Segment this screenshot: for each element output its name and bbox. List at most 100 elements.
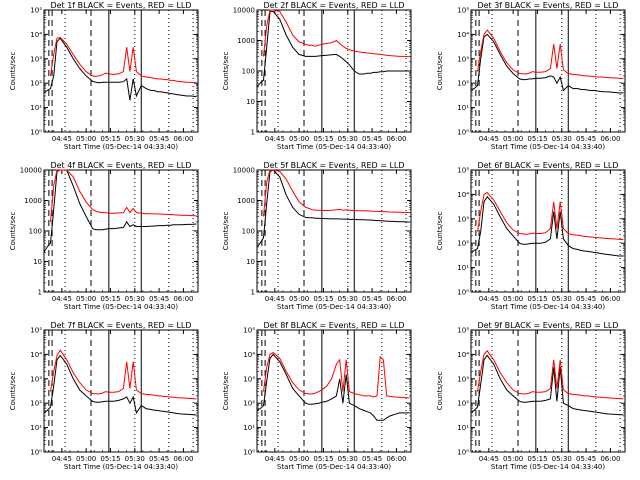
lld-line: [50, 169, 197, 222]
x-tick-label: 05:45: [149, 135, 169, 143]
x-tick-label: 05:45: [149, 295, 169, 303]
events-line: [470, 354, 624, 416]
y-tick-label: 10⁵: [457, 7, 469, 15]
det-panel-7: Det 7f BLACK = Events, RED = LLD 10⁰ 10¹ 10…: [9, 321, 199, 471]
y-tick-label: 10000: [233, 167, 255, 175]
y-tick-label: 10³: [243, 375, 255, 383]
x-tick-label: 05:30: [338, 295, 358, 303]
x-tick-label: 05:00: [289, 455, 309, 463]
x-tick-label: 04:45: [265, 135, 285, 143]
x-tick-label: 06:00: [600, 295, 620, 303]
x-tick-label: 06:00: [386, 135, 406, 143]
x-tick-label: 04:45: [52, 295, 72, 303]
x-tick-label: 05:00: [289, 135, 309, 143]
x-tick-label: 05:00: [503, 135, 523, 143]
y-tick-label: 10: [246, 258, 255, 266]
det-panel-4: Det 4f BLACK = Events, RED = LLD 1 10 100 10…: [9, 161, 199, 311]
x-tick-label: 05:00: [76, 295, 96, 303]
y-tick-label: 10⁵: [30, 327, 42, 335]
det-panel-9: Det 9f BLACK = Events, RED = LLD 10⁰ 10¹ 10…: [436, 321, 626, 471]
events-line: [256, 169, 410, 248]
y-tick-label: 10⁴: [243, 351, 255, 359]
y-tick-label: 10⁰: [243, 449, 255, 457]
x-tick-label: 04:45: [52, 135, 72, 143]
y-tick-label: 10000: [233, 7, 255, 15]
events-line: [470, 33, 624, 94]
x-tick-label: 05:30: [338, 455, 358, 463]
panel-title: Det 5f BLACK = Events, RED = LLD: [263, 161, 404, 170]
plot-frame: [256, 169, 412, 293]
det-panel-8: Det 8f BLACK = Events, RED = LLD 10⁰ 10¹ 10…: [222, 321, 412, 471]
det-panel-1: Det 1f BLACK = Events, RED = LLD 10⁰ 10¹ 10…: [9, 1, 199, 151]
y-tick-label: 10³: [457, 215, 469, 223]
y-tick-label: 10000: [20, 167, 42, 175]
plot-frame: [256, 329, 412, 453]
plot-frame: [470, 329, 626, 453]
y-tick-label: 10³: [457, 55, 469, 63]
x-axis-label: Start Time (05-Dec-14 04:33:40): [491, 303, 605, 311]
x-tick-label: 05:00: [503, 455, 523, 463]
panel-title: Det 9f BLACK = Events, RED = LLD: [477, 321, 618, 330]
y-tick-label: 1000: [237, 197, 255, 205]
panel-title: Det 6f BLACK = Events, RED = LLD: [477, 161, 618, 170]
y-tick-label: 10³: [457, 375, 469, 383]
y-tick-label: 10²: [30, 400, 42, 408]
x-tick-label: 05:30: [338, 135, 358, 143]
x-tick-label: 05:15: [527, 135, 547, 143]
y-tick-label: 10⁴: [457, 191, 469, 199]
lld-line: [50, 349, 197, 400]
x-tick-label: 05:15: [313, 135, 333, 143]
x-tick-label: 05:00: [76, 135, 96, 143]
x-tick-label: 05:00: [76, 455, 96, 463]
y-axis-label: Counts/sec: [9, 52, 17, 91]
lld-line: [477, 29, 624, 80]
x-tick-label: 04:45: [265, 455, 285, 463]
x-axis-label: Start Time (05-Dec-14 04:33:40): [277, 463, 391, 471]
lld-line: [477, 191, 624, 241]
y-tick-label: 10⁵: [243, 327, 255, 335]
x-tick-label: 04:45: [479, 455, 499, 463]
y-axis-label: Counts/sec: [436, 372, 444, 411]
y-tick-label: 10²: [457, 240, 469, 248]
y-tick-label: 10: [33, 258, 42, 266]
lld-line: [50, 36, 197, 84]
y-tick-label: 10⁵: [30, 7, 42, 15]
det-panel-6: Det 6f BLACK = Events, RED = LLD 10⁰ 10¹ 10…: [436, 161, 626, 311]
y-axis-label: Counts/sec: [9, 212, 17, 251]
det-panel-3: Det 3f BLACK = Events, RED = LLD 10⁰ 10¹ 10…: [436, 1, 626, 151]
x-tick-label: 05:15: [100, 135, 120, 143]
det-panel-5: Det 5f BLACK = Events, RED = LLD 1 10 100 10…: [222, 161, 412, 311]
y-axis-label: Counts/sec: [9, 372, 17, 411]
y-tick-label: 10⁴: [457, 31, 469, 39]
x-tick-label: 05:30: [125, 455, 145, 463]
plot-frame: [470, 169, 626, 293]
x-tick-label: 06:00: [386, 455, 406, 463]
y-tick-label: 10¹: [457, 424, 469, 432]
panel-title: Det 7f BLACK = Events, RED = LLD: [50, 321, 191, 330]
panel-title: Det 4f BLACK = Events, RED = LLD: [50, 161, 191, 170]
y-tick-label: 10⁰: [457, 129, 469, 137]
plot-frame: [43, 329, 199, 453]
x-axis-label: Start Time (05-Dec-14 04:33:40): [64, 303, 178, 311]
x-tick-label: 05:15: [313, 455, 333, 463]
plot-frame: [470, 9, 626, 133]
x-tick-label: 05:45: [362, 295, 382, 303]
y-axis-label: Counts/sec: [222, 372, 230, 411]
events-line: [43, 354, 197, 416]
lld-line: [263, 351, 410, 399]
y-tick-label: 10⁵: [457, 167, 469, 175]
x-tick-label: 06:00: [600, 455, 620, 463]
x-axis-label: Start Time (05-Dec-14 04:33:40): [64, 143, 178, 151]
y-axis-label: Counts/sec: [436, 212, 444, 251]
x-tick-label: 06:00: [600, 135, 620, 143]
panel-title: Det 1f BLACK = Events, RED = LLD: [50, 1, 191, 10]
x-tick-label: 04:45: [479, 295, 499, 303]
y-tick-label: 10²: [243, 400, 255, 408]
x-tick-label: 05:30: [125, 295, 145, 303]
y-tick-label: 10⁵: [457, 327, 469, 335]
y-tick-label: 100: [29, 228, 42, 236]
y-axis-label: Counts/sec: [436, 52, 444, 91]
y-tick-label: 10³: [30, 55, 42, 63]
x-tick-label: 04:45: [52, 455, 72, 463]
